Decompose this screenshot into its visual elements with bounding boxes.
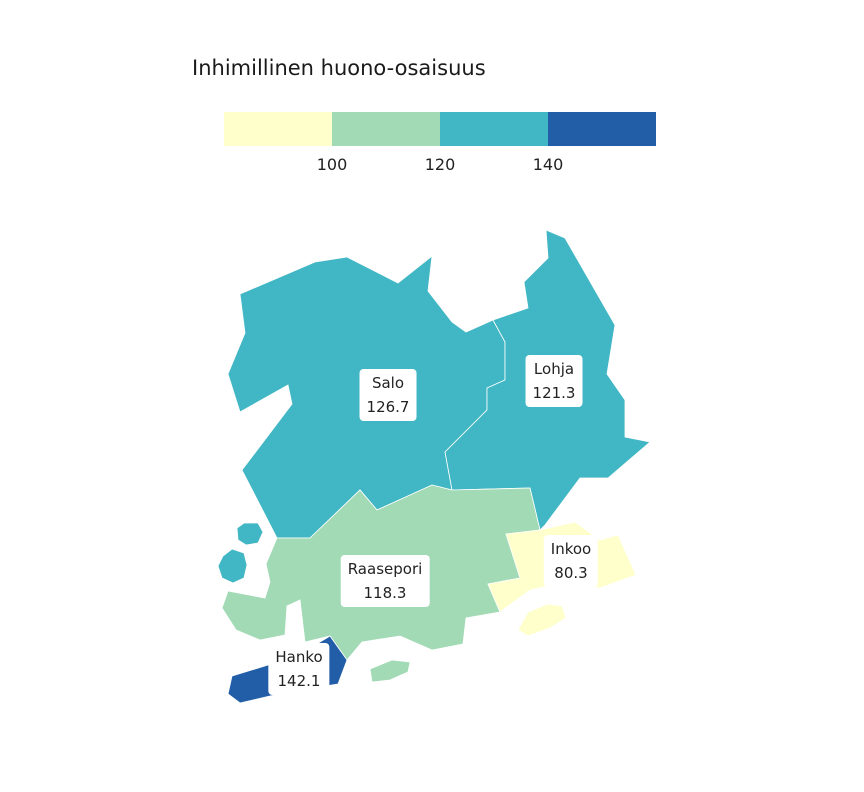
legend-tick-120: 120 — [424, 155, 456, 174]
label-raasepori-value: 118.3 — [363, 584, 407, 602]
label-inkoo-value: 80.3 — [554, 564, 588, 582]
label-lohja: Lohja 121.3 — [525, 355, 583, 407]
label-lohja-value: 121.3 — [532, 384, 576, 402]
label-salo: Salo 126.7 — [359, 369, 417, 421]
map-title: Inhimillinen huono-osaisuus — [192, 56, 486, 80]
label-lohja-name: Lohja — [533, 360, 575, 378]
label-salo-value: 126.7 — [366, 398, 410, 416]
label-inkoo-name: Inkoo — [550, 540, 592, 558]
label-raasepori-name: Raasepori — [347, 560, 423, 578]
label-salo-name: Salo — [371, 374, 405, 392]
legend-swatch-3 — [440, 112, 548, 146]
label-raasepori: Raasepori 118.3 — [340, 555, 430, 607]
label-hanko-name: Hanko — [275, 648, 323, 666]
color-legend — [224, 112, 656, 146]
legend-swatch-4 — [548, 112, 656, 146]
label-inkoo: Inkoo 80.3 — [543, 535, 599, 587]
legend-tick-140: 140 — [532, 155, 564, 174]
label-hanko: Hanko 142.1 — [268, 643, 330, 695]
label-hanko-value: 142.1 — [277, 672, 321, 690]
legend-swatch-1 — [224, 112, 332, 146]
legend-swatch-2 — [332, 112, 440, 146]
legend-tick-100: 100 — [316, 155, 348, 174]
